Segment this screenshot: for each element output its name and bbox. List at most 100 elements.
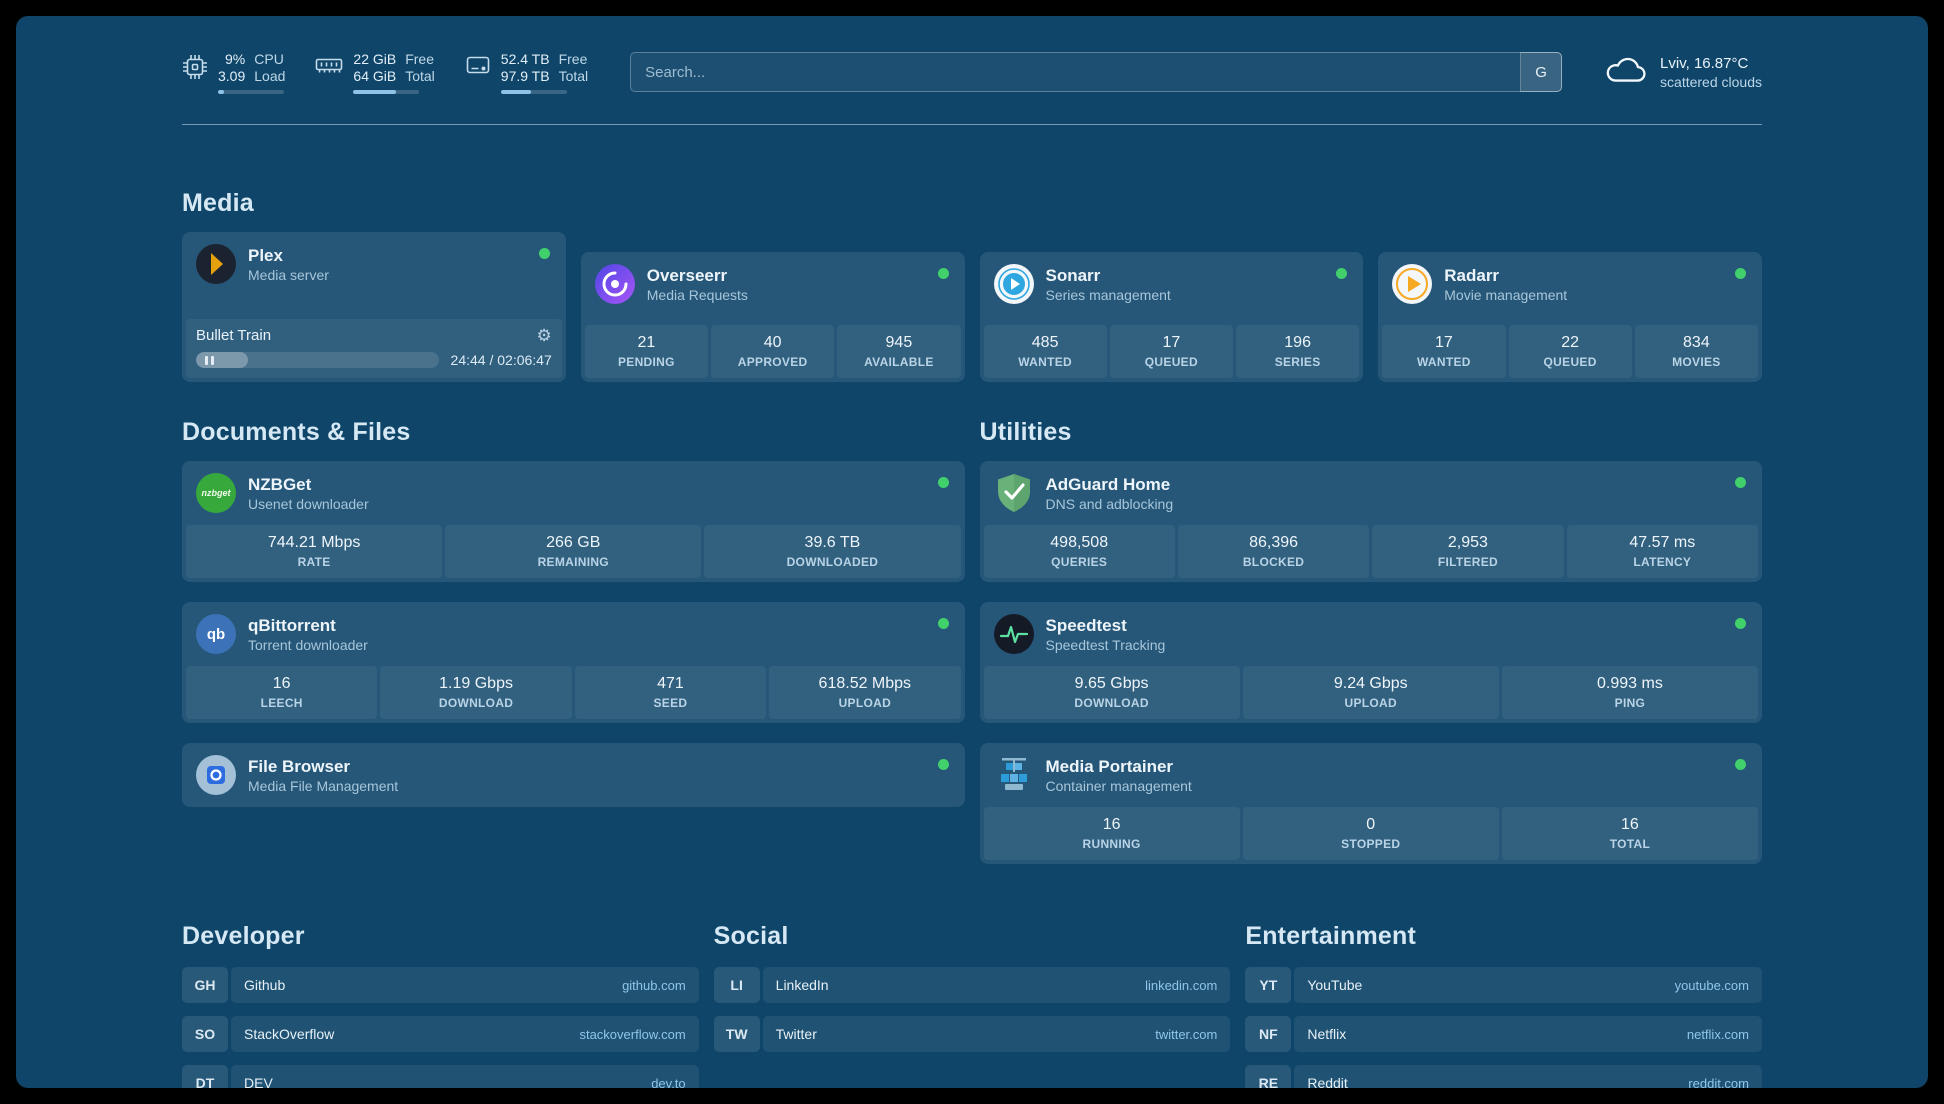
status-dot [1735, 759, 1746, 770]
bookmark-abbr: SO [182, 1016, 228, 1052]
bookmark-dev[interactable]: DT DEV dev.to [182, 1065, 699, 1088]
stat-stopped: 0 STOPPED [1242, 807, 1499, 860]
service-name: Plex [248, 245, 283, 265]
stat-filtered: 2,953 FILTERED [1372, 525, 1564, 578]
bookmarks-developer: Developer GH Github github.com SO StackO… [182, 922, 699, 1088]
bookmark-reddit[interactable]: RE Reddit reddit.com [1245, 1065, 1762, 1088]
disk-free-label: Free [558, 50, 588, 67]
service-card-nzbget[interactable]: nzbget NZBGet Usenet downloader 744.21 M… [182, 461, 965, 582]
section-title-social: Social [713, 922, 789, 950]
stat-wanted: 17 WANTED [1382, 325, 1506, 378]
service-card-speedtest[interactable]: Speedtest Speedtest Tracking 9.65 Gbps D… [979, 602, 1762, 723]
service-card-overseerr[interactable]: Overseerr Media Requests 21 PENDING 40 A… [580, 252, 965, 382]
service-name: AdGuard Home [1045, 474, 1171, 494]
plex-now-playing: Bullet Train ⚙ 24:44 / 02:06:47 [186, 319, 562, 378]
bookmark-abbr: LI [713, 967, 760, 1003]
playback-time: 24:44 / 02:06:47 [450, 352, 552, 368]
bookmark-youtube[interactable]: YT YouTube youtube.com [1245, 967, 1762, 1003]
bookmark-linkedin[interactable]: LI LinkedIn linkedin.com [713, 967, 1231, 1003]
memory-total-value: 64 GiB [353, 67, 397, 84]
disk-total-label: Total [558, 67, 589, 84]
settings-gear-icon[interactable]: ⚙ [536, 326, 552, 345]
service-card-plex[interactable]: Plex Media server Bullet Train ⚙ [182, 232, 566, 382]
now-playing-title: Bullet Train [196, 327, 272, 344]
service-subtitle: Container management [1045, 777, 1192, 794]
overseerr-icon [594, 264, 635, 304]
stat-download: 9.65 Gbps DOWNLOAD [983, 666, 1240, 719]
radarr-icon [1392, 264, 1433, 304]
disk-total-value: 97.9 TB [500, 67, 550, 84]
service-subtitle: Media server [248, 266, 329, 283]
stat-queries: 498,508 QUERIES [983, 525, 1175, 578]
status-dot [538, 248, 550, 259]
bookmark-github[interactable]: GH Github github.com [182, 967, 699, 1003]
stat-movies: 834 MOVIES [1634, 325, 1758, 378]
search-provider-button[interactable]: G [1520, 52, 1563, 92]
resource-widgets: 9% 3.09 CPU Load [182, 51, 588, 94]
disk-progress-bar [500, 89, 567, 94]
disk-icon [465, 54, 491, 81]
bookmark-netflix[interactable]: NF Netflix netflix.com [1245, 1016, 1762, 1052]
status-dot [937, 268, 949, 279]
bookmarks-social: Social LI LinkedIn linkedin.com TW Twitt… [713, 922, 1231, 1088]
service-name: Sonarr [1045, 265, 1101, 285]
qbittorrent-icon: qb [196, 614, 236, 654]
bookmark-stackoverflow[interactable]: SO StackOverflow stackoverflow.com [182, 1016, 699, 1052]
bookmark-name: StackOverflow [244, 1026, 335, 1042]
memory-free-value: 22 GiB [353, 50, 397, 67]
cpu-load-value: 3.09 [218, 67, 246, 84]
service-card-qbittorrent[interactable]: qb qBittorrent Torrent downloader 16 LEE… [182, 602, 965, 723]
bookmark-name: LinkedIn [775, 977, 829, 993]
service-card-radarr[interactable]: Radarr Movie management 17 WANTED 22 QUE… [1378, 252, 1762, 382]
pause-icon[interactable] [205, 355, 214, 365]
bookmark-name: Twitter [775, 1026, 817, 1042]
stat-remaining: 266 GB REMAINING [445, 525, 702, 578]
service-card-adguard[interactable]: AdGuard Home DNS and adblocking 498,508 … [979, 461, 1762, 582]
resource-widget-cpu: 9% 3.09 CPU Load [182, 51, 285, 94]
stat-queued: 17 QUEUED [1109, 325, 1233, 378]
stat-approved: 40 APPROVED [711, 325, 835, 378]
service-subtitle: Series management [1045, 286, 1171, 303]
bookmark-name: DEV [244, 1075, 273, 1088]
utilities-section: Utilities AdGuard Home DNS and adblockin… [979, 418, 1762, 864]
service-subtitle: Movie management [1444, 286, 1568, 303]
stat-download: 1.19 Gbps DOWNLOAD [380, 666, 572, 719]
documents-files-section: Documents & Files nzbget NZBGet Usenet d… [182, 418, 965, 864]
bookmark-domain: youtube.com [1674, 977, 1749, 993]
stat-seed: 471 SEED [574, 666, 767, 719]
stat-pending: 21 PENDING [584, 325, 708, 378]
section-title-developer: Developer [182, 922, 305, 950]
memory-free-label: Free [405, 50, 435, 67]
search-bar: G [630, 52, 1563, 92]
bookmark-domain: github.com [622, 977, 686, 993]
dashboard: 9% 3.09 CPU Load [16, 16, 1928, 1088]
stat-ping: 0.993 ms PING [1501, 666, 1759, 719]
cpu-load-label: Load [254, 67, 286, 84]
bookmarks-entertainment: Entertainment YT YouTube youtube.com NF … [1245, 922, 1762, 1088]
sonarr-icon [993, 264, 1034, 304]
service-subtitle: DNS and adblocking [1045, 495, 1174, 512]
nzbget-icon: nzbget [196, 473, 236, 513]
service-name: File Browser [248, 756, 351, 776]
status-dot [1735, 477, 1746, 488]
cloud-icon [1602, 54, 1648, 91]
service-card-sonarr[interactable]: Sonarr Series management 485 WANTED 17 Q… [979, 252, 1364, 382]
topbar-divider [182, 124, 1762, 125]
bookmark-twitter[interactable]: TW Twitter twitter.com [713, 1016, 1231, 1052]
section-title-media: Media [182, 189, 254, 217]
service-card-portainer[interactable]: Media Portainer Container management 16 … [979, 743, 1762, 864]
stat-series: 196 SERIES [1236, 325, 1360, 378]
playback-progress-bar[interactable] [196, 352, 439, 368]
bookmark-abbr: NF [1245, 1016, 1292, 1052]
memory-icon [315, 54, 343, 81]
stat-upload: 9.24 Gbps UPLOAD [1242, 666, 1499, 719]
section-title-documents-files: Documents & Files [182, 418, 411, 446]
stat-rate: 744.21 Mbps RATE [186, 525, 443, 578]
service-subtitle: Speedtest Tracking [1045, 636, 1166, 653]
cpu-progress-bar [218, 89, 284, 94]
stat-wanted: 485 WANTED [983, 325, 1107, 378]
stat-downloaded: 39.6 TB DOWNLOADED [704, 525, 961, 578]
search-input[interactable] [630, 52, 1563, 92]
service-card-filebrowser[interactable]: File Browser Media File Management [182, 743, 965, 807]
filebrowser-icon [196, 755, 236, 795]
